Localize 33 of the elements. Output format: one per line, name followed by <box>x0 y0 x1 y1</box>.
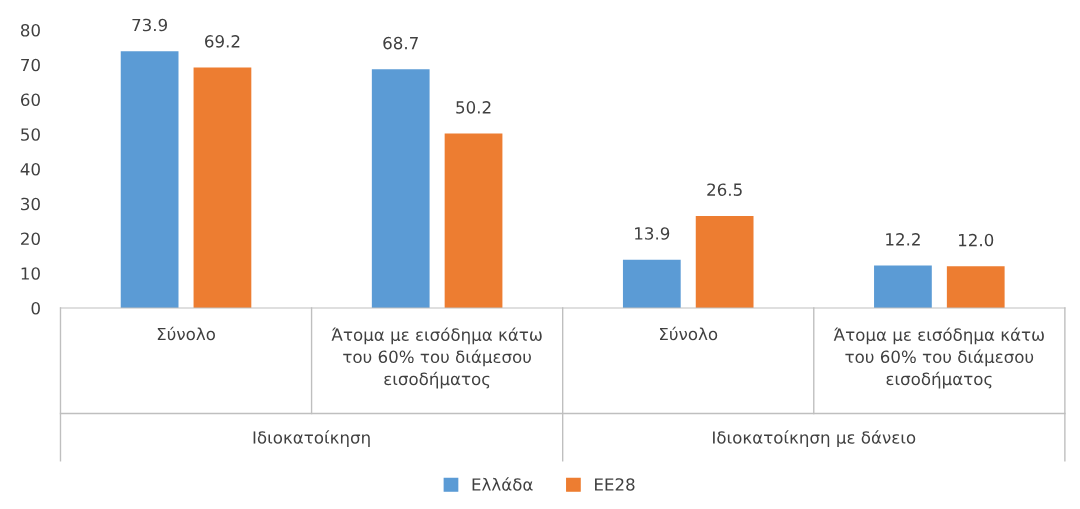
x-tick-label: Άτομα με εισόδημα κάτω του 60% του διάμεσου εισοδήματος <box>331 327 542 389</box>
y-tick-label: 0 <box>31 301 40 315</box>
data-label: 69.2 <box>205 35 240 48</box>
bar <box>946 266 1005 308</box>
text: Ιδιοκατοίκηση <box>253 430 370 448</box>
y-tick-label: 10 <box>21 267 40 280</box>
legend-label: ΕΕ28 <box>595 478 635 491</box>
data-label: 50.2 <box>456 101 491 114</box>
bar <box>695 215 754 308</box>
data-label: 13.9 <box>635 227 670 240</box>
bar <box>874 265 932 308</box>
bar <box>193 67 252 308</box>
x-tick-label: Σύνολο <box>659 326 718 341</box>
bar <box>371 69 430 308</box>
data-label: 68.7 <box>383 36 418 50</box>
x-tick-label: Άτομα με εισόδημα κάτω του 60% του διάμεσου εισοδήματος <box>833 327 1044 389</box>
y-tick-label: 70 <box>21 58 40 72</box>
y-tick-label: 40 <box>20 162 40 176</box>
y-tick-label: 80 <box>20 23 40 37</box>
text: Ιδιοκατοίκηση με δάνειο <box>713 430 916 448</box>
y-tick-label: 60 <box>20 93 40 107</box>
x-tick-label: Σύνολο <box>157 326 215 341</box>
data-label: 26.5 <box>707 183 742 196</box>
y-tick-label: 30 <box>21 197 40 211</box>
data-label: 12.0 <box>959 233 994 247</box>
bar <box>120 51 179 308</box>
bar <box>622 259 681 308</box>
data-label: 12.2 <box>886 233 920 246</box>
bar <box>444 133 503 308</box>
y-tick-label: 20 <box>21 232 40 246</box>
legend-label: Ελλάδα <box>472 477 533 491</box>
y-tick-label: 50 <box>21 128 40 141</box>
data-label: 73.9 <box>132 18 167 32</box>
